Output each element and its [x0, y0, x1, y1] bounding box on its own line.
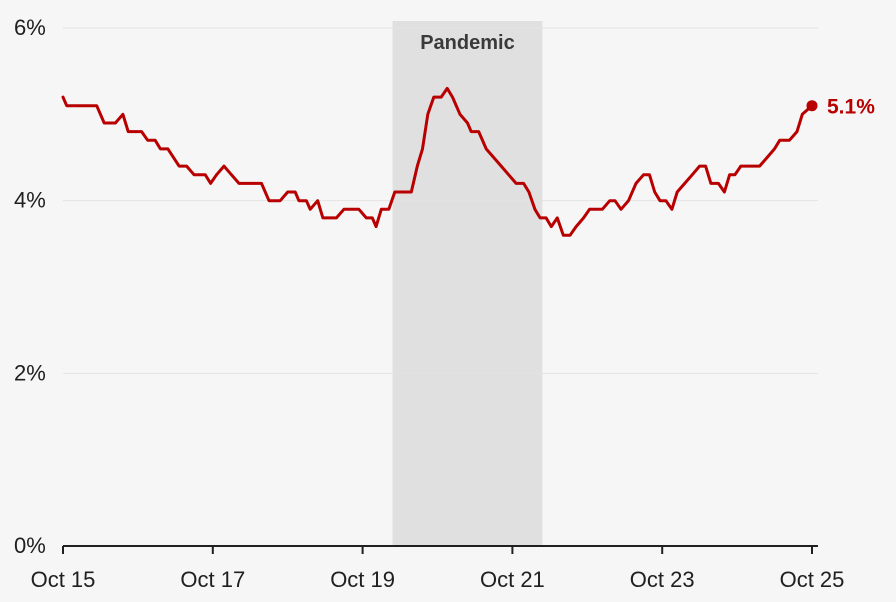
shaded-region-label: Pandemic	[420, 32, 514, 54]
y-tick-label: 6%	[14, 15, 46, 40]
x-tick-label: Oct 21	[480, 567, 545, 592]
y-tick-label: 4%	[14, 188, 46, 213]
x-tick-label: Oct 19	[330, 567, 395, 592]
shaded-region-pandemic	[392, 21, 543, 546]
series-end-point	[806, 100, 818, 112]
x-tick-label: Oct 17	[180, 567, 245, 592]
x-tick-label: Oct 23	[630, 567, 695, 592]
y-tick-label: 2%	[14, 360, 46, 385]
y-tick-label: 0%	[14, 533, 46, 558]
series-end-label: 5.1%	[827, 96, 875, 119]
x-tick-label: Oct 15	[31, 567, 96, 592]
series-line	[61, 86, 814, 237]
x-tick-label: Oct 25	[780, 567, 845, 592]
